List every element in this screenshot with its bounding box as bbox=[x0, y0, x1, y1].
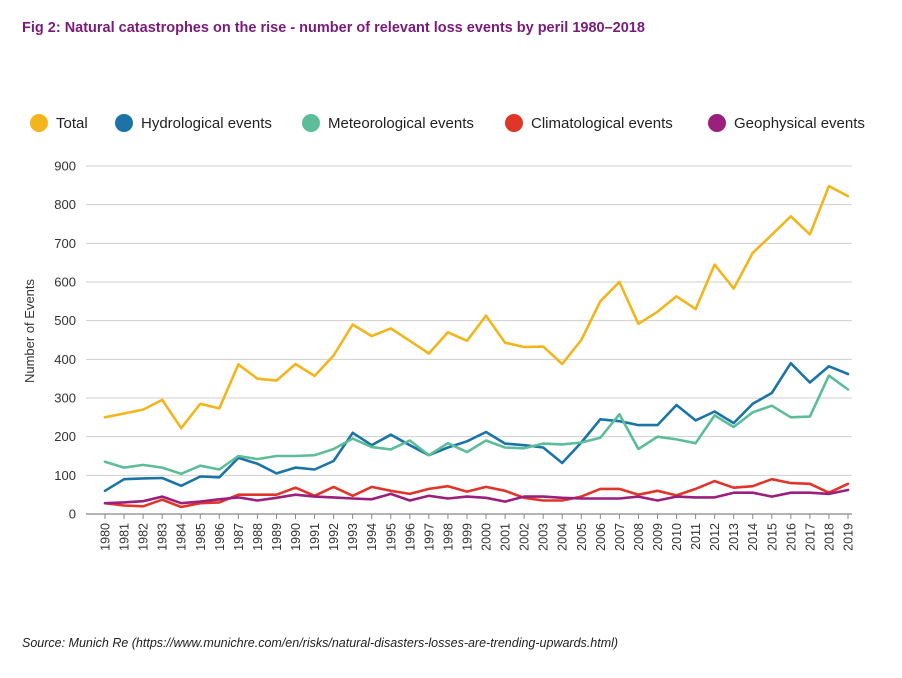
legend-item-climatological: Climatological events bbox=[505, 112, 673, 134]
series-lines bbox=[103, 184, 850, 509]
x-tick-label: 2009 bbox=[651, 523, 665, 551]
x-tick-label: 1994 bbox=[365, 523, 379, 551]
x-tick-label: 1980 bbox=[99, 523, 113, 551]
series-line-meteorological-events bbox=[103, 374, 850, 476]
legend: Total Hydrological events Meteorological… bbox=[30, 112, 890, 134]
legend-label-total: Total bbox=[56, 114, 88, 132]
y-axis-ticks: 0 100 200 300 400 500 600 700 800 900 bbox=[54, 159, 76, 522]
series-line-total bbox=[103, 184, 850, 430]
x-tick-label: 2015 bbox=[765, 523, 779, 551]
x-tick-label: 1987 bbox=[232, 523, 246, 551]
x-tick-label: 1996 bbox=[403, 523, 417, 551]
legend-swatch-hydrological bbox=[115, 114, 133, 132]
x-tick-label: 1992 bbox=[327, 523, 341, 551]
legend-label-meteorological: Meteorological events bbox=[328, 114, 474, 132]
series-line-geophysical-events bbox=[103, 488, 850, 505]
x-tick-label: 1990 bbox=[289, 523, 303, 551]
x-tick-label: 2010 bbox=[670, 523, 684, 551]
x-tick-label: 2013 bbox=[727, 523, 741, 551]
legend-swatch-climatological bbox=[505, 114, 523, 132]
x-tick-label: 2002 bbox=[518, 523, 532, 551]
x-tick-label: 1981 bbox=[118, 523, 132, 551]
x-tick-label: 2005 bbox=[575, 523, 589, 551]
x-tick-label: 2007 bbox=[613, 523, 627, 551]
y-axis-label: Number of Events bbox=[22, 278, 37, 383]
x-tick-label: 2000 bbox=[480, 523, 494, 551]
x-tick-label: 1999 bbox=[460, 523, 474, 551]
x-tick-label: 2018 bbox=[822, 523, 836, 551]
y-tick-label: 900 bbox=[54, 159, 76, 174]
x-tick-label: 1998 bbox=[441, 523, 455, 551]
x-tick-label: 2004 bbox=[556, 523, 570, 551]
chart-title: Fig 2: Natural catastrophes on the rise … bbox=[22, 20, 645, 36]
grid-lines bbox=[86, 165, 852, 515]
x-tick-label: 1985 bbox=[194, 523, 208, 551]
legend-swatch-geophysical bbox=[708, 114, 726, 132]
x-tick-label: 1982 bbox=[137, 523, 151, 551]
x-tick-label: 2014 bbox=[746, 523, 760, 551]
x-tick-label: 2003 bbox=[537, 523, 551, 551]
x-tick-label: 2019 bbox=[842, 523, 856, 551]
y-tick-label: 800 bbox=[54, 197, 76, 212]
legend-item-total: Total bbox=[30, 112, 88, 134]
y-tick-label: 500 bbox=[54, 313, 76, 328]
y-tick-label: 100 bbox=[54, 468, 76, 483]
legend-swatch-meteorological bbox=[302, 114, 320, 132]
x-tick-label: 2006 bbox=[594, 523, 608, 551]
legend-item-geophysical: Geophysical events bbox=[708, 112, 865, 134]
x-tick-label: 2008 bbox=[632, 523, 646, 551]
x-tick-label: 1984 bbox=[175, 523, 189, 551]
y-tick-label: 700 bbox=[54, 236, 76, 251]
x-tick-label: 1995 bbox=[384, 523, 398, 551]
legend-swatch-total bbox=[30, 114, 48, 132]
x-tick-label: 1991 bbox=[308, 523, 322, 551]
legend-item-hydrological: Hydrological events bbox=[115, 112, 272, 134]
x-tick-label: 1988 bbox=[251, 523, 265, 551]
legend-label-climatological: Climatological events bbox=[531, 114, 673, 132]
x-tick-label: 1983 bbox=[156, 523, 170, 551]
x-tick-label: 2016 bbox=[784, 523, 798, 551]
x-tick-label: 2001 bbox=[499, 523, 513, 551]
x-tick-label: 2017 bbox=[803, 523, 817, 551]
x-tick-label: 2011 bbox=[689, 523, 703, 550]
y-tick-label: 400 bbox=[54, 352, 76, 367]
series-line-hydrological-events bbox=[103, 361, 850, 493]
x-tick-label: 1989 bbox=[270, 523, 284, 551]
x-tick-label: 1993 bbox=[346, 523, 360, 551]
source-note: Source: Munich Re (https://www.munichre.… bbox=[22, 636, 619, 650]
legend-label-geophysical: Geophysical events bbox=[734, 114, 865, 132]
y-tick-label: 200 bbox=[54, 429, 76, 444]
y-tick-label: 0 bbox=[69, 507, 76, 522]
x-tick-label: 1997 bbox=[422, 523, 436, 551]
legend-item-meteorological: Meteorological events bbox=[302, 112, 474, 134]
x-tick-label: 1986 bbox=[213, 523, 227, 551]
y-tick-label: 600 bbox=[54, 275, 76, 290]
y-tick-label: 300 bbox=[54, 391, 76, 406]
x-axis-ticks: 1980 1981 1982 1983 1984 1985 1986 1987 1988 1989… bbox=[99, 514, 856, 551]
legend-label-hydrological: Hydrological events bbox=[141, 114, 272, 132]
x-tick-label: 2012 bbox=[708, 523, 722, 551]
